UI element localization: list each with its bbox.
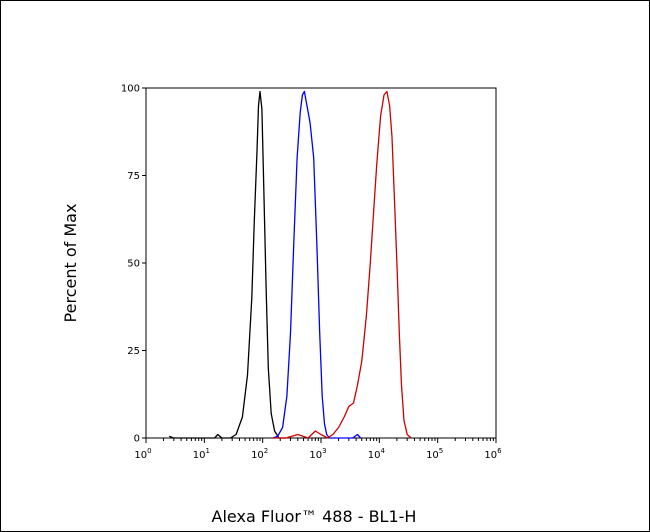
y-tick-label: 0 xyxy=(134,434,140,445)
x-axis: 100 101 102 103 104 105 106 xyxy=(134,438,502,461)
x-tick-label: 102 xyxy=(251,447,268,461)
x-tick-label: 100 xyxy=(134,447,151,461)
x-tick-label: 105 xyxy=(426,447,443,461)
y-tick-label: 100 xyxy=(121,84,140,95)
y-tick-label: 75 xyxy=(127,171,140,182)
series-layer xyxy=(168,90,412,439)
x-tick-label: 103 xyxy=(309,447,326,461)
x-axis-label: Alexa Fluor™ 488 - BL1-H xyxy=(212,507,417,526)
series-line-1 xyxy=(168,90,286,439)
x-tick-label: 106 xyxy=(484,447,502,461)
y-tick-label: 50 xyxy=(127,259,140,270)
plot-area xyxy=(145,87,497,439)
y-tick-label: 25 xyxy=(127,346,140,357)
y-axis: 0 25 50 75 100 xyxy=(121,84,146,445)
x-tick-label: 104 xyxy=(368,447,386,461)
series-line-3 xyxy=(272,90,412,439)
series-line-2 xyxy=(272,90,362,439)
y-axis-label: Percent of Max xyxy=(61,204,80,323)
x-tick-label: 101 xyxy=(193,447,210,461)
